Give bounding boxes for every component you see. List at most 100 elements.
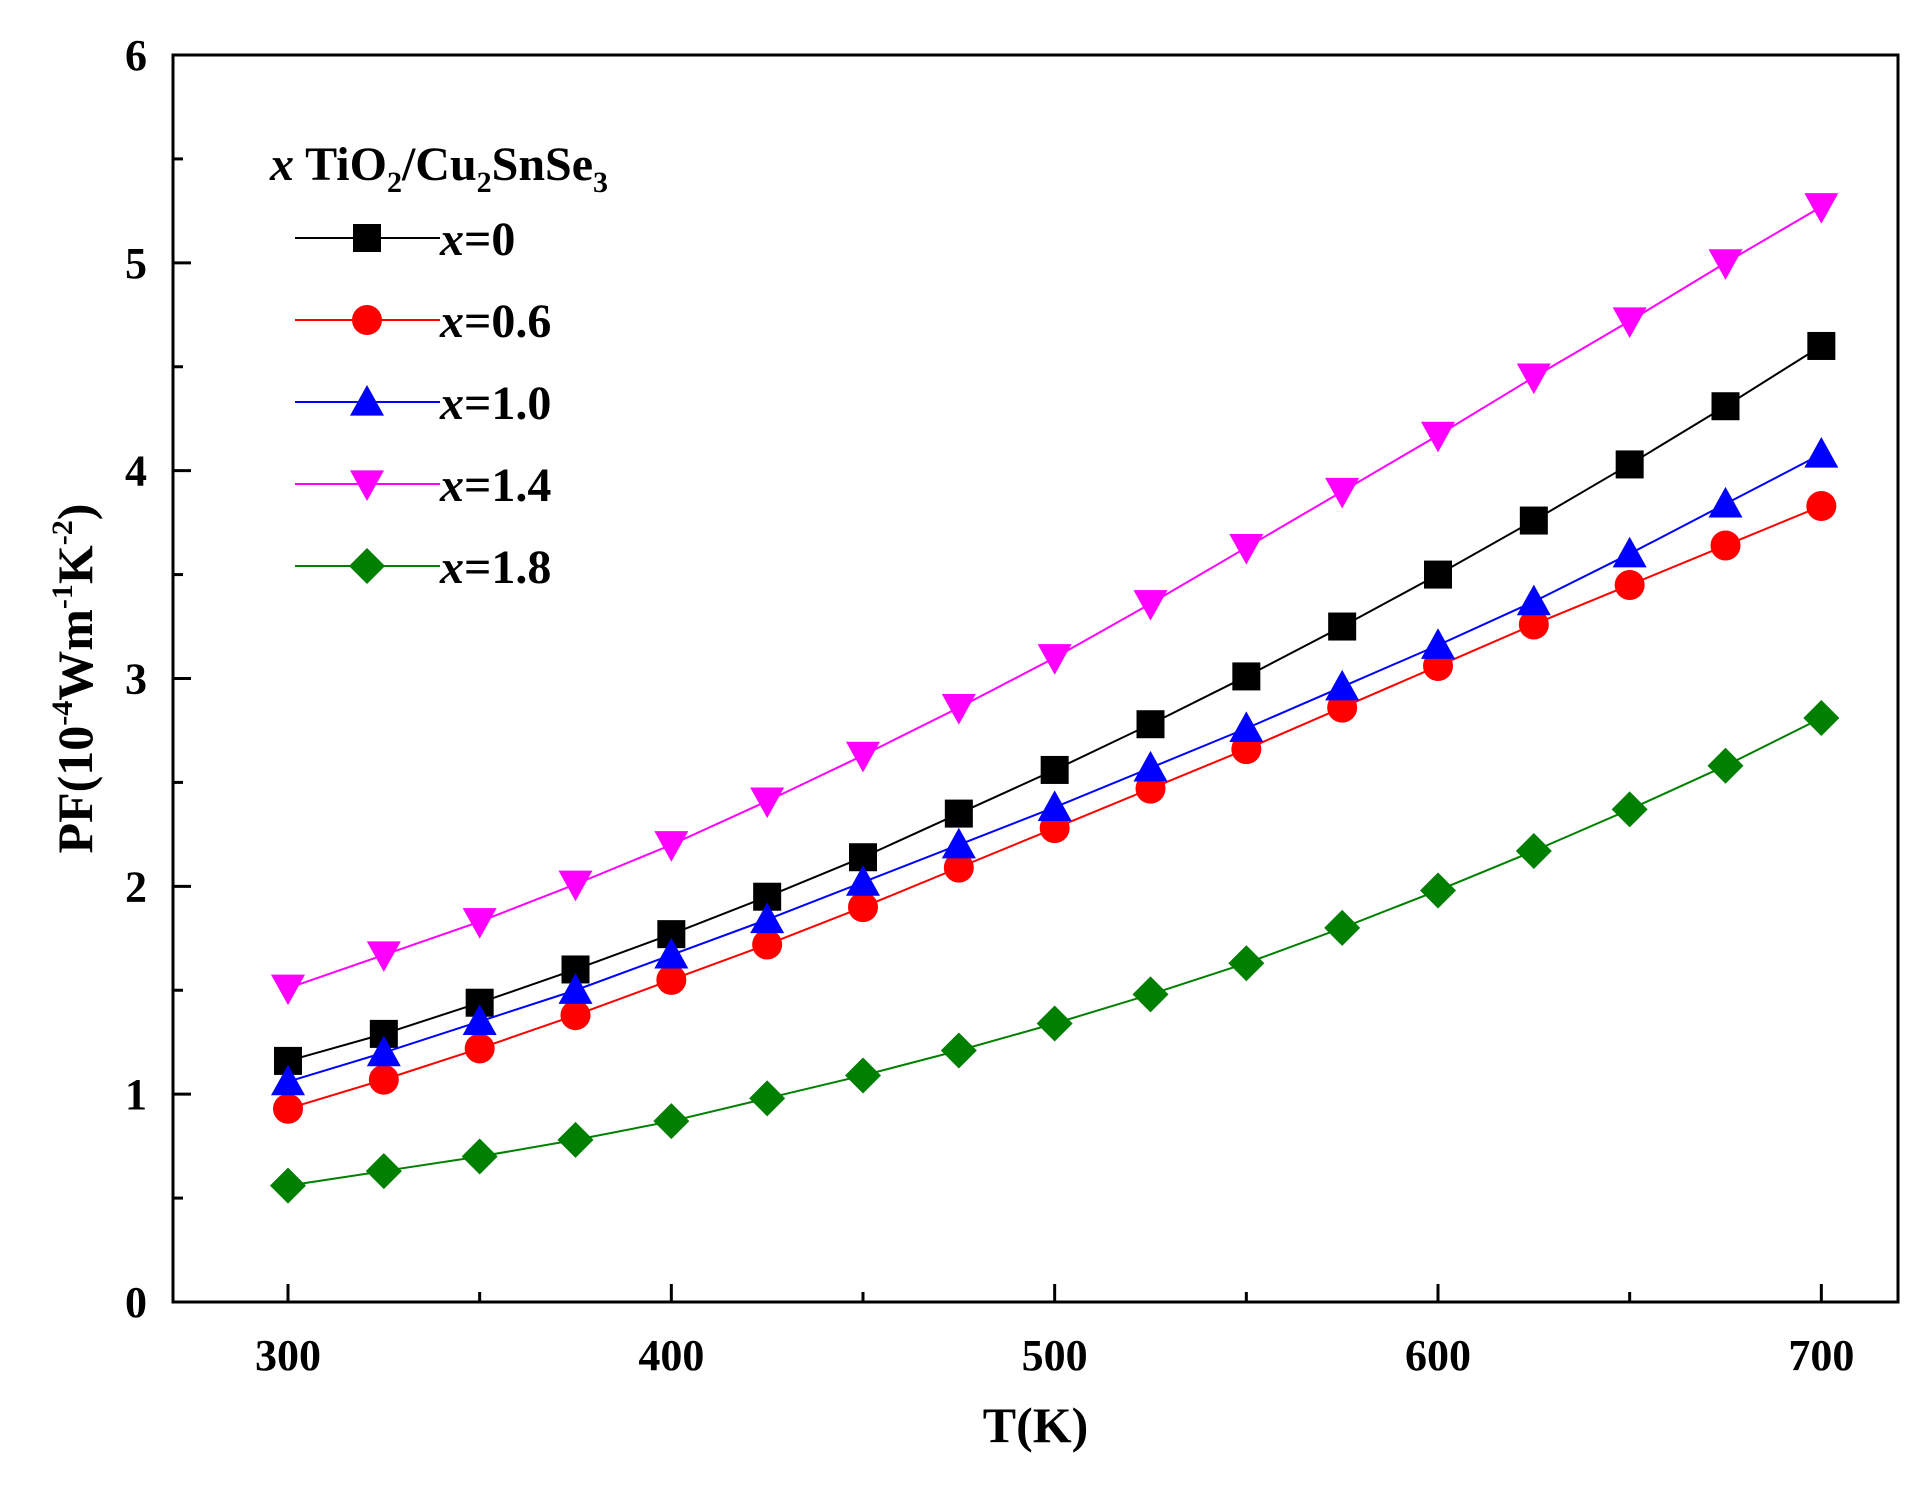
data-point [1421,421,1455,453]
data-point [1037,644,1072,675]
legend-label-value: =1.4 [464,459,551,512]
series-layer [270,193,1840,1204]
data-point [1515,833,1552,870]
legend-label: x=1.8 [439,541,551,594]
legend-title-sub1: 2 [387,166,402,199]
y-axis-title-mid1: Wm [47,609,103,701]
x-tick-label: 400 [638,1331,704,1380]
legend-label: x=0 [439,213,515,266]
x-tick-label: 300 [255,1331,321,1380]
data-point [1421,628,1455,659]
data-point [1516,584,1551,616]
data-point [654,831,689,862]
data-point [560,1000,591,1031]
legend-label-value: =1.0 [464,377,551,430]
legend-item: x=0.6 [295,295,551,348]
y-tick-label: 0 [125,1278,147,1327]
series-x=1.8 [270,699,1840,1204]
legend-items: x=0x=0.6x=1.0x=1.4x=1.8 [295,213,551,594]
data-point [653,1103,690,1140]
legend-label-var: x [439,213,464,266]
x-tick-label: 700 [1788,1331,1854,1380]
data-point [557,1121,594,1158]
legend-title-sub3: 3 [593,166,608,199]
legend-item: x=0 [295,213,515,266]
data-point [1807,331,1836,360]
legend-label: x=1.4 [439,459,551,512]
axes-layer: 300 400 500 600 700 0 1 2 3 4 5 6 [125,31,1854,1380]
legend-label-var: x [439,377,464,430]
data-point [1710,530,1741,561]
data-point [1228,945,1265,982]
data-point [1707,747,1744,784]
x-tick-label: 600 [1405,1331,1471,1380]
legend-label: x=0.6 [439,295,551,348]
data-point [944,799,973,828]
legend-item: x=1.0 [295,377,551,430]
data-point [656,964,687,995]
y-axis-title-prefix: PF(10 [47,726,103,854]
data-point [1711,392,1740,421]
data-point [1324,909,1361,946]
data-point [752,929,783,960]
data-point [1708,486,1743,518]
data-point [1803,699,1840,736]
data-point [749,1080,786,1117]
series-x=1.4 [271,193,1839,1006]
data-point [846,865,880,896]
y-tick-label: 6 [125,31,147,80]
data-point [1037,790,1072,821]
legend-title-sub2: 2 [477,166,492,199]
data-point [368,1064,399,1095]
data-point [1328,612,1357,641]
y-axis-title: PF(10-4Wm-1K-2) [46,504,103,854]
data-point [1040,755,1069,784]
data-point [940,1032,977,1069]
legend-label: x=1.0 [439,377,551,430]
legend-marker [350,385,384,416]
data-point [1804,437,1839,468]
data-point [1325,477,1360,509]
data-point [1133,750,1168,782]
legend-label-value: =0.6 [464,295,551,348]
data-point [271,974,305,1006]
data-point [366,941,401,972]
y-axis-title-mid2: K [47,545,103,584]
data-point [1519,506,1548,535]
legend-marker [353,224,381,252]
y-tick-label: 3 [125,655,147,704]
legend-title-var: x [269,138,294,191]
legend-title-text1: TiO [294,138,387,191]
data-point [366,1035,401,1067]
data-point [1229,711,1264,742]
data-point [1612,307,1647,339]
legend-label-var: x [439,295,464,348]
legend: x TiO2/Cu2SnSe3 x=0x=0.6x=1.0x=1.4x=1.8 [269,138,608,594]
x-axis-title: T(K) [983,1397,1089,1453]
legend-label-value: =0 [464,213,515,266]
series-x=0 [274,331,1836,1075]
y-tick-label: 4 [125,447,147,496]
y-tick-label: 2 [125,862,147,911]
legend-label-var: x [439,459,464,512]
data-point [1614,569,1645,600]
data-point [1136,710,1165,739]
data-point [1325,669,1360,701]
y-axis-title-suffix: ) [47,504,103,521]
data-point [1611,791,1648,828]
data-point [464,1033,495,1064]
data-point [943,852,974,883]
data-point [846,741,880,773]
y-axis-title-exp1: -4 [46,701,79,726]
data-point [558,870,593,902]
data-point [750,787,785,819]
data-point [273,1093,303,1124]
data-point [848,892,878,923]
data-point [271,1064,305,1096]
data-point [1615,450,1644,479]
data-point [654,937,689,969]
data-point [1420,872,1456,909]
legend-title-text3: SnSe [492,138,593,191]
